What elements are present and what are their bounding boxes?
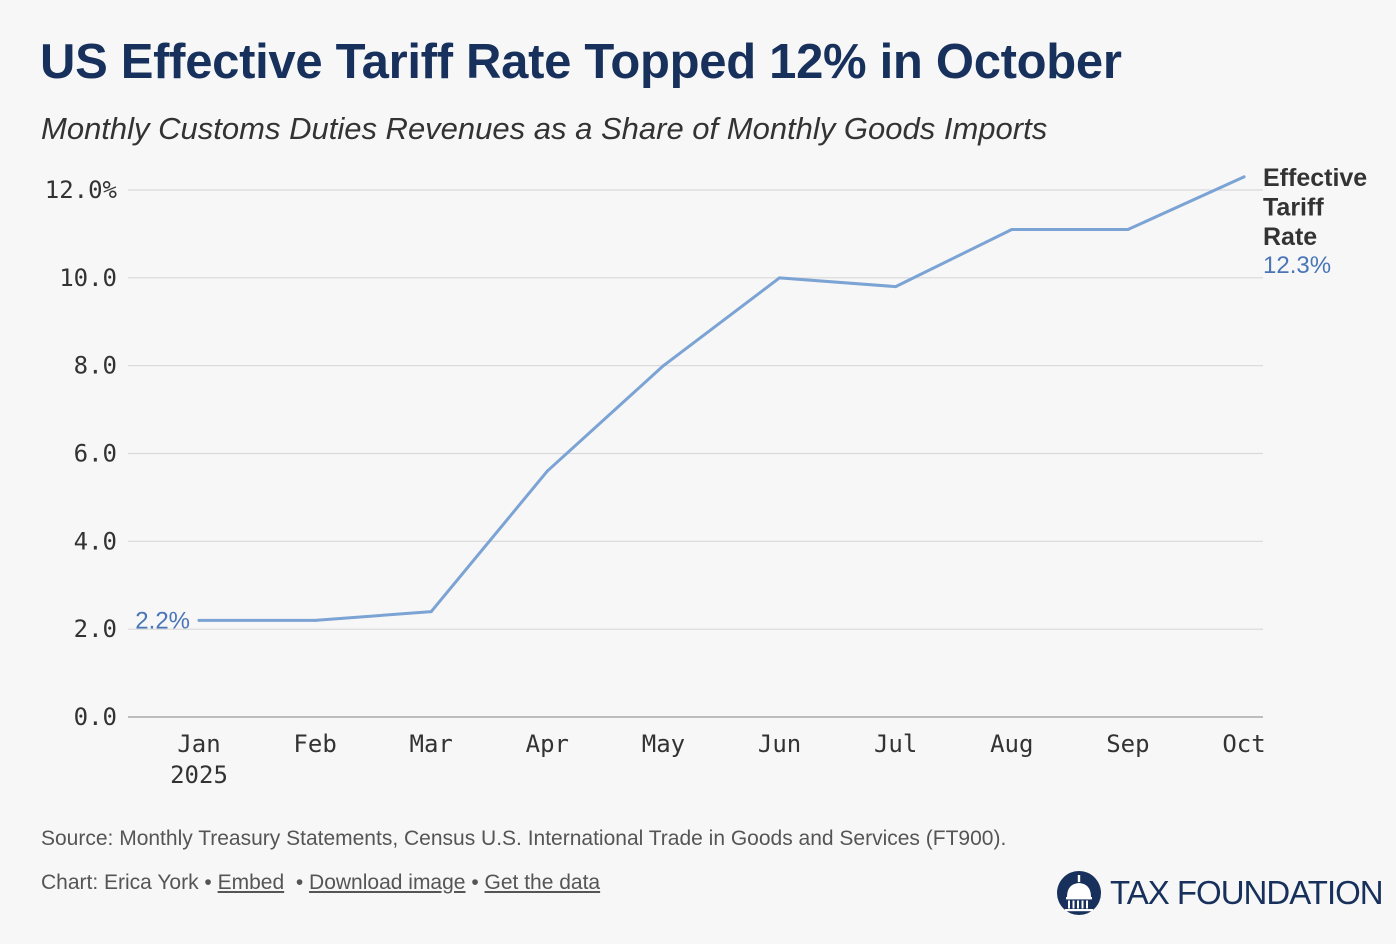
x-tick-label: Oct bbox=[1222, 730, 1265, 758]
data-point bbox=[429, 610, 433, 614]
gridlines bbox=[128, 189, 1263, 718]
data-point bbox=[1126, 228, 1130, 232]
separator: • bbox=[471, 871, 479, 894]
data-point bbox=[545, 469, 549, 473]
y-tick-label: 2.0 bbox=[74, 615, 117, 643]
tax-foundation-logo[interactable]: TAX FOUNDATION bbox=[1056, 868, 1384, 918]
x-tick-label: Apr bbox=[526, 730, 569, 758]
data-point bbox=[313, 618, 317, 622]
series-name-label: Tariff bbox=[1263, 194, 1324, 222]
credit-author: Chart: Erica York bbox=[41, 871, 199, 894]
download-image-link[interactable]: Download image bbox=[309, 871, 466, 894]
series-name-label: Effective bbox=[1263, 164, 1367, 192]
logo-text: TAX FOUNDATION bbox=[1110, 874, 1384, 911]
x-tick-label: Jul bbox=[874, 730, 917, 758]
end-value-label: 12.3% bbox=[1263, 252, 1331, 279]
data-point bbox=[197, 618, 201, 622]
x-tick-label: Jun bbox=[758, 730, 801, 758]
data-point bbox=[1010, 228, 1014, 232]
x-tick-label: May bbox=[642, 730, 685, 758]
chart-subtitle: Monthly Customs Duties Revenues as a Sha… bbox=[41, 111, 1048, 146]
x-tick-label: Feb bbox=[293, 730, 336, 758]
source-note: Source: Monthly Treasury Statements, Cen… bbox=[41, 827, 1007, 850]
chart-title: US Effective Tariff Rate Topped 12% in O… bbox=[40, 35, 1122, 89]
data-point bbox=[778, 276, 782, 280]
data-point bbox=[661, 364, 665, 368]
x-tick-label: Jan bbox=[177, 730, 220, 758]
separator: • bbox=[295, 871, 304, 894]
separator: • bbox=[204, 871, 212, 894]
data-point bbox=[1242, 175, 1246, 179]
x-tick-label: Aug bbox=[990, 730, 1033, 758]
series-line-effective-tariff-rate bbox=[197, 175, 1246, 622]
series bbox=[197, 175, 1246, 622]
x-tick-label: Sep bbox=[1106, 730, 1149, 758]
x-tick-label: Mar bbox=[410, 730, 453, 758]
chart-credits: Chart: Erica York • Embed • Download ima… bbox=[41, 871, 600, 895]
x-tick-sublabel: 2025 bbox=[170, 761, 228, 789]
axes: 0.0 2.0 4.0 6.0 8.0 10.0 12.0% Jan 2025 Feb Mar Apr… bbox=[45, 176, 1266, 789]
capitol-dome-icon bbox=[1057, 871, 1101, 915]
series-name-label: Rate bbox=[1263, 223, 1317, 251]
y-tick-label: 10.0 bbox=[59, 264, 117, 292]
y-tick-label: 12.0% bbox=[45, 176, 118, 204]
y-tick-label: 6.0 bbox=[74, 440, 117, 468]
y-tick-label: 8.0 bbox=[74, 352, 117, 380]
embed-link[interactable]: Embed bbox=[217, 871, 285, 894]
start-value-label: 2.2% bbox=[135, 607, 190, 634]
data-point bbox=[894, 285, 898, 289]
y-tick-label: 0.0 bbox=[74, 703, 117, 731]
line-chart: 0.0 2.0 4.0 6.0 8.0 10.0 12.0% Jan 2025 Feb Mar Apr… bbox=[45, 164, 1368, 789]
get-the-data-link[interactable]: Get the data bbox=[484, 871, 601, 894]
y-tick-label: 4.0 bbox=[74, 527, 117, 555]
